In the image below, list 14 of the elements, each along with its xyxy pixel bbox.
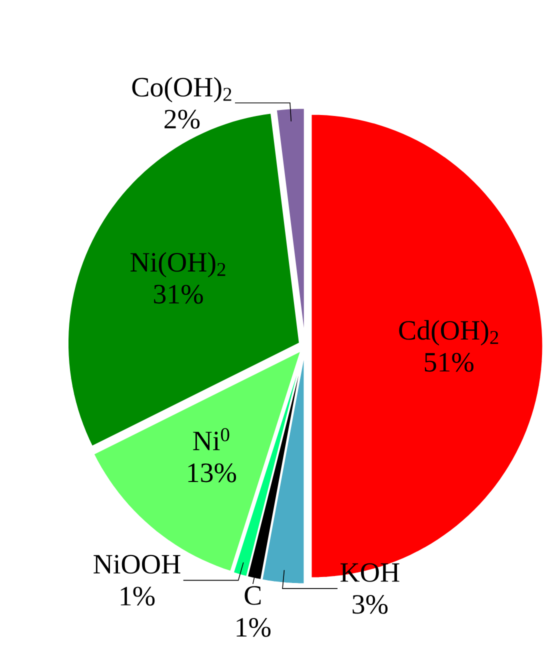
data-label: 51% [424, 352, 474, 372]
slice-label: NiOOH [94, 554, 180, 574]
slice-label: Ni$^{0}$ [193, 428, 230, 450]
data-label: 31% [154, 284, 203, 304]
slice-label: KOH [340, 563, 400, 582]
slice-label: Co(OH)$_{2}$ [132, 77, 232, 102]
data-label: 3% [352, 594, 388, 614]
data-label: 1% [236, 618, 271, 637]
slice-label: C [244, 586, 261, 605]
data-label: 2% [164, 110, 200, 129]
slice-label: Cd(OH)$_{2}$ [399, 320, 498, 346]
data-label: 1% [120, 586, 155, 606]
data-label: 13% [188, 463, 236, 482]
slice-label: Ni(OH)$_{2}$ [130, 252, 226, 278]
